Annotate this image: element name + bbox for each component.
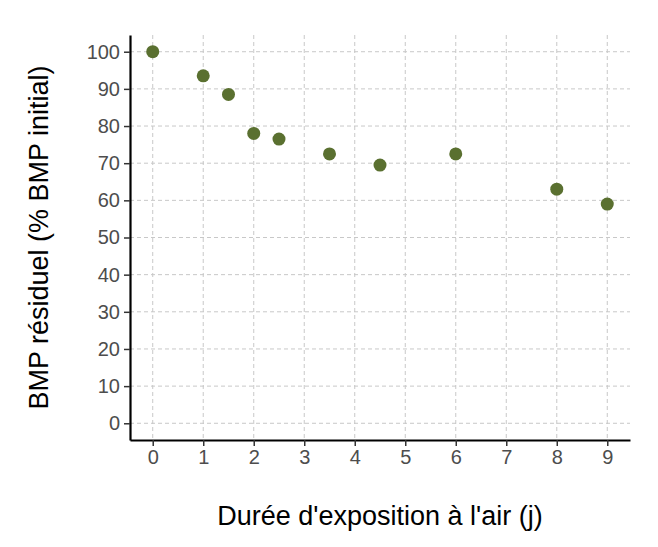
point (146, 45, 159, 58)
y-tick-mark (124, 163, 130, 165)
y-axis-title: BMP résiduel (% BMP initial) (24, 65, 54, 409)
x-tick-label: 0 (148, 446, 159, 468)
point (197, 69, 210, 82)
x-tick: 1 (198, 440, 209, 468)
y-tick: 90 (98, 78, 130, 100)
y-tick: 80 (98, 115, 130, 137)
y-tick-mark (124, 200, 130, 202)
y-tick-mark (124, 423, 130, 425)
x-tick-label: 6 (451, 446, 462, 468)
y-tick-mark (124, 89, 130, 91)
point (374, 159, 387, 172)
y-tick-mark (124, 312, 130, 314)
y-tick: 70 (98, 152, 130, 174)
x-axis-title: Durée d'exposition à l'air (j) (217, 501, 542, 531)
x-tick-label: 4 (350, 446, 361, 468)
grid-line-y (130, 423, 630, 424)
x-tick: 8 (552, 440, 563, 468)
y-tick-label: 70 (98, 152, 120, 174)
point (550, 183, 563, 196)
y-tick-label: 20 (98, 338, 120, 360)
points (146, 45, 614, 210)
x-tick: 3 (299, 440, 310, 468)
plot: 01234567890102030405060708090100 (87, 35, 631, 468)
y-tick-label: 80 (98, 115, 120, 137)
point (601, 198, 614, 211)
x-tick-label: 7 (501, 446, 512, 468)
y-tick-label: 40 (98, 264, 120, 286)
point (323, 147, 336, 160)
x-tick-mark (557, 440, 559, 446)
x-tick-mark (253, 440, 255, 446)
grid-line-y (130, 311, 630, 312)
x-tick-label: 5 (400, 446, 411, 468)
x-tick-mark (506, 440, 508, 446)
x-tick: 4 (350, 440, 361, 468)
x-tick-label: 1 (198, 446, 209, 468)
x-tick-mark (607, 440, 609, 446)
point (272, 133, 285, 146)
y-tick: 30 (98, 301, 130, 323)
point (222, 88, 235, 101)
x-axis: 0 1 2 3 4 5 6 7 8 9 (131, 440, 631, 468)
x-tick-mark (456, 440, 458, 446)
x-tick-label: 9 (602, 446, 613, 468)
grid-line-x (304, 35, 305, 440)
y-tick-mark (124, 274, 130, 276)
x-tick-mark (152, 440, 154, 446)
grid-line-y (130, 51, 630, 52)
grid-line-y (130, 274, 630, 275)
x-tick-mark (405, 440, 407, 446)
x-tick-label: 8 (552, 446, 563, 468)
y-tick: 20 (98, 338, 130, 360)
point (449, 147, 462, 160)
y-tick: 10 (98, 375, 130, 397)
grid-line-x (506, 35, 507, 440)
x-tick-label: 3 (299, 446, 310, 468)
y-tick-label: 90 (98, 78, 120, 100)
x-tick-mark (203, 440, 205, 446)
y-tick: 100 (87, 41, 130, 63)
y-tick-label: 50 (98, 226, 120, 248)
x-tick: 6 (451, 440, 462, 468)
grid-line-y (130, 237, 630, 238)
chart: 01234567890102030405060708090100Durée d'… (0, 0, 658, 547)
grid (130, 35, 630, 440)
y-tick: 60 (98, 189, 130, 211)
x-tick-label: 2 (249, 446, 260, 468)
y-tick: 50 (98, 226, 130, 248)
y-tick-label: 0 (109, 412, 120, 434)
y-tick-label: 10 (98, 375, 120, 397)
x-tick: 0 (148, 440, 159, 468)
grid-line-y (130, 348, 630, 349)
grid-line-y (130, 88, 630, 89)
y-tick: 0 (109, 412, 130, 434)
y-tick: 40 (98, 264, 130, 286)
x-tick: 7 (501, 440, 512, 468)
y-tick-mark (124, 349, 130, 351)
x-tick-mark (304, 440, 306, 446)
y-tick-mark (124, 126, 130, 128)
x-tick: 2 (249, 440, 260, 468)
x-tick-mark (354, 440, 356, 446)
grid-line-y (130, 200, 630, 201)
y-tick-label: 60 (98, 189, 120, 211)
grid-line-x (253, 35, 254, 440)
y-tick-label: 100 (87, 41, 120, 63)
y-tick-mark (124, 51, 130, 53)
point (247, 127, 260, 140)
y-tick-label: 30 (98, 301, 120, 323)
x-tick: 5 (400, 440, 411, 468)
grid-line-y (130, 126, 630, 127)
y-tick-mark (124, 237, 130, 239)
grid-line-y (130, 386, 630, 387)
x-axis-line (131, 439, 631, 441)
y-axis: 0 10 20 30 40 50 60 70 80 90 100 (87, 36, 131, 441)
x-tick: 9 (602, 440, 613, 468)
y-tick-mark (124, 386, 130, 388)
